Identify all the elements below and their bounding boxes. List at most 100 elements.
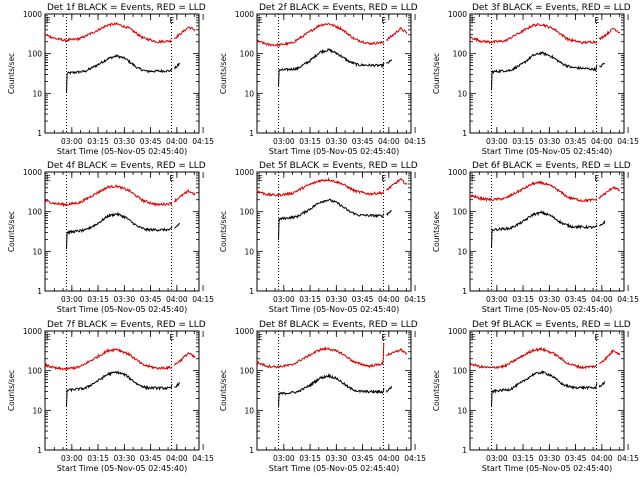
events-series-line <box>278 47 385 87</box>
lld-series-line <box>256 22 384 48</box>
event-marker-label: E <box>258 16 263 25</box>
event-marker-label: E <box>170 16 175 25</box>
lld-series-line <box>385 347 408 357</box>
event-marker-label: E <box>595 333 600 342</box>
y-tick-label: 10 <box>244 89 254 98</box>
panel-title: Det 4f BLACK = Events, RED = LLD <box>47 161 206 171</box>
events-series-line <box>386 59 393 64</box>
x-tick-label: 03:00 <box>273 295 295 304</box>
lld-series-line <box>173 26 196 40</box>
x-tick-label: 03:30 <box>326 454 348 463</box>
x-tick-label: 04:00 <box>166 295 188 304</box>
event-marker-label: E <box>382 174 387 183</box>
y-tick-label: 10 <box>457 89 467 98</box>
y-tick-label: 1 <box>462 129 467 138</box>
y-axis-label: Counts/sec <box>219 370 228 411</box>
x-tick-label: 04:15 <box>617 137 639 146</box>
lld-series-line <box>44 21 173 45</box>
x-axis-label: Start Time (05-Nov-05 02:45:40) <box>482 305 612 314</box>
lld-series-line <box>256 342 385 369</box>
y-axis-label: Counts/sec <box>7 211 16 252</box>
y-tick-label: 100 <box>28 367 43 376</box>
x-axis-label: Start Time (05-Nov-05 02:45:40) <box>57 147 187 156</box>
detector-panel: Det 6f BLACK = Events, RED = LLD 1 10 100 10… <box>432 161 639 314</box>
x-tick-label: 03:45 <box>565 137 587 146</box>
x-axis-label: Start Time (05-Nov-05 02:45:40) <box>269 305 399 314</box>
x-tick-label: 04:15 <box>192 295 214 304</box>
y-tick-label: 100 <box>240 50 255 59</box>
panel-title: Det 2f BLACK = Events, RED = LLD <box>259 3 418 13</box>
panel-title: Det 1f BLACK = Events, RED = LLD <box>47 3 206 13</box>
events-series-line <box>386 210 392 217</box>
lld-series-line <box>173 188 196 203</box>
event-marker-label: E <box>46 333 51 342</box>
x-tick-label: 03:00 <box>273 454 295 463</box>
event-marker-label: E <box>46 16 51 25</box>
x-tick-label: 04:15 <box>404 454 426 463</box>
plot-frame <box>44 13 200 134</box>
x-tick-label: 04:15 <box>192 454 214 463</box>
y-tick-label: 1000 <box>448 327 467 336</box>
x-tick-label: 04:00 <box>591 137 613 146</box>
x-tick-label: 04:15 <box>617 295 639 304</box>
x-tick-label: 03:15 <box>299 454 321 463</box>
detector-panel: Det 3f BLACK = Events, RED = LLD 1 10 100 10… <box>432 3 639 156</box>
x-axis-label: Start Time (05-Nov-05 02:45:40) <box>57 305 187 314</box>
y-tick-label: 1000 <box>23 10 42 19</box>
y-tick-label: 10 <box>244 247 254 256</box>
y-tick-label: 1000 <box>235 168 254 177</box>
lld-series-line <box>598 349 621 365</box>
detector-panel: Det 5f BLACK = Events, RED = LLD 1 10 100 10… <box>219 161 426 314</box>
x-tick-label: 03:00 <box>61 137 83 146</box>
event-marker-label: E <box>595 16 600 25</box>
y-tick-label: 100 <box>453 208 468 217</box>
x-axis-label: Start Time (05-Nov-05 02:45:40) <box>482 147 612 156</box>
event-marker-label: E <box>382 333 387 342</box>
y-tick-label: 1 <box>249 129 254 138</box>
panel-title: Det 3f BLACK = Events, RED = LLD <box>472 3 631 13</box>
x-tick-label: 04:00 <box>166 137 188 146</box>
x-tick-label: 03:00 <box>486 295 508 304</box>
x-tick-label: 03:45 <box>140 137 162 146</box>
lld-series-line <box>469 180 598 203</box>
y-tick-label: 1 <box>37 287 42 296</box>
events-series-line <box>174 222 181 229</box>
lld-series-line <box>44 184 173 208</box>
plot-frame <box>469 330 625 451</box>
y-tick-label: 10 <box>32 247 42 256</box>
y-axis-label: Counts/sec <box>7 53 16 94</box>
event-marker-label: E <box>471 333 476 342</box>
y-tick-label: 100 <box>28 208 43 217</box>
panel-title: Det 8f BLACK = Events, RED = LLD <box>259 320 418 330</box>
events-series-line <box>66 53 173 94</box>
x-tick-label: 03:00 <box>486 137 508 146</box>
x-tick-label: 04:15 <box>404 295 426 304</box>
lld-series-line <box>469 346 598 370</box>
detector-panel: Det 4f BLACK = Events, RED = LLD 1 10 100 10… <box>7 161 214 314</box>
panel-title: Det 9f BLACK = Events, RED = LLD <box>472 320 631 330</box>
lld-series-line <box>173 351 196 366</box>
y-tick-label: 1000 <box>448 10 467 19</box>
y-tick-label: 10 <box>32 406 42 415</box>
y-tick-label: 1 <box>249 446 254 455</box>
panel-title: Det 5f BLACK = Events, RED = LLD <box>259 161 418 171</box>
panel-title: Det 7f BLACK = Events, RED = LLD <box>47 320 206 330</box>
events-series-line <box>491 51 598 91</box>
detector-panel: Det 2f BLACK = Events, RED = LLD 1 10 100 10… <box>219 3 426 156</box>
y-axis-label: Counts/sec <box>7 370 16 411</box>
x-tick-label: 03:45 <box>140 295 162 304</box>
y-tick-label: 100 <box>28 50 43 59</box>
x-tick-label: 03:15 <box>299 295 321 304</box>
plot-frame <box>256 171 412 292</box>
events-series-line <box>598 381 606 388</box>
x-tick-label: 03:30 <box>539 137 561 146</box>
x-tick-label: 03:15 <box>87 137 109 146</box>
lld-series-line <box>385 26 408 42</box>
events-series-line <box>278 198 385 241</box>
x-tick-label: 03:15 <box>512 137 534 146</box>
y-axis-label: Counts/sec <box>219 53 228 94</box>
x-tick-label: 04:00 <box>166 454 188 463</box>
events-series-line <box>491 210 598 249</box>
lld-series-line <box>598 185 621 200</box>
